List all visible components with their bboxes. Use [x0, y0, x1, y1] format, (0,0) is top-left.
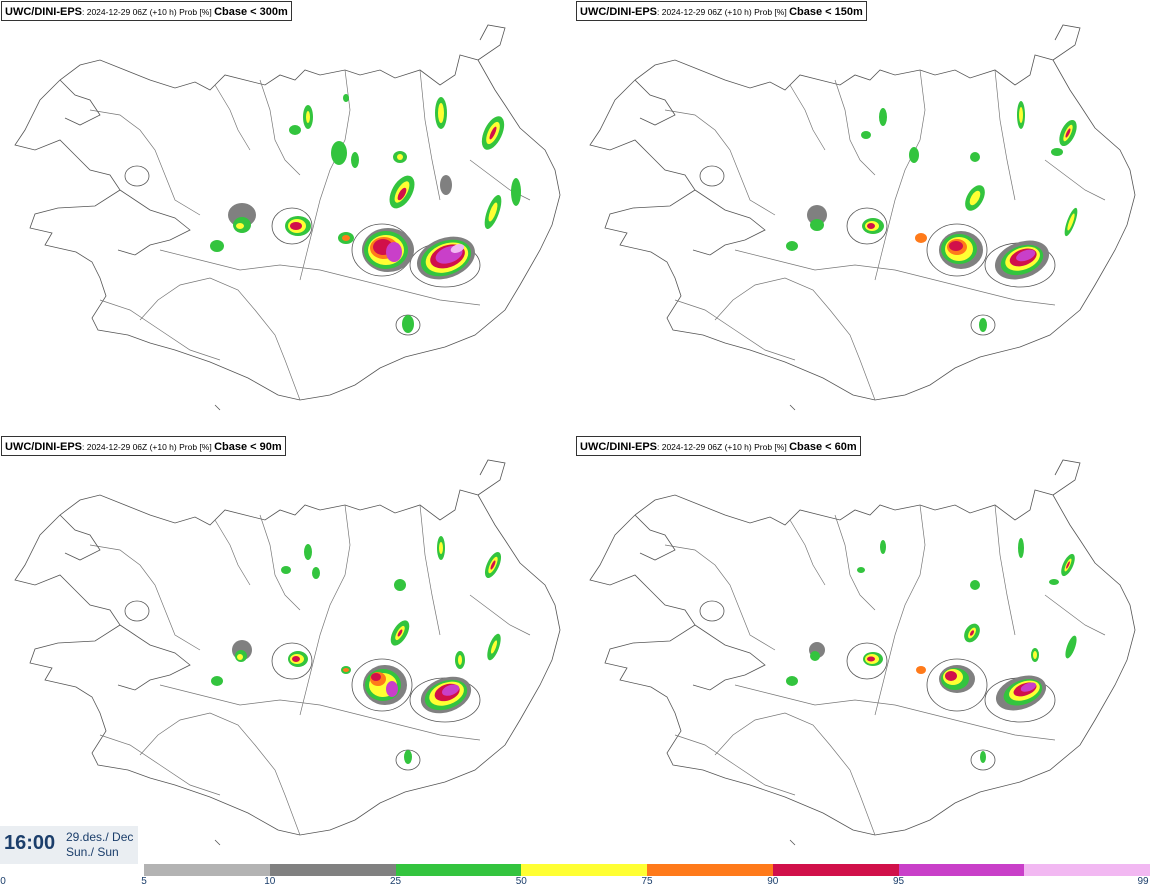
- run-info: : 2024-12-29 06Z (+10 h) Prob [%]: [82, 442, 215, 452]
- valid-date: 29.des./ Dec Sun./ Sun: [66, 830, 133, 860]
- colorbar-label: 25: [389, 876, 402, 887]
- model-name: UWC/DINI-EPS: [580, 6, 657, 18]
- iceland-map: [589, 24, 1150, 411]
- colorbar-segment: [1024, 864, 1150, 876]
- map-panel-150m: UWC/DINI-EPS: 2024-12-29 06Z (+10 h) Pro…: [575, 0, 1150, 435]
- colorbar-segment: [647, 864, 773, 876]
- colorbar-segment: [269, 864, 396, 876]
- colorbar-segment: [898, 864, 1025, 876]
- colorbar-label: 99: [1137, 876, 1149, 887]
- colorbar-segment: [772, 864, 899, 876]
- date-line-1: 29.des./ Dec: [66, 830, 134, 844]
- parameter: Cbase < 150m: [789, 6, 863, 18]
- panel-title: UWC/DINI-EPS: 2024-12-29 06Z (+10 h) Pro…: [576, 436, 861, 456]
- colorbar-label: 90: [767, 876, 779, 887]
- valid-time: 16:00: [4, 832, 56, 854]
- map-panel-60m: UWC/DINI-EPS: 2024-12-29 06Z (+10 h) Pro…: [575, 435, 1150, 870]
- colorbar-label: 75: [641, 876, 653, 887]
- map-panel-300m: UWC/DINI-EPS: 2024-12-29 06Z (+10 h) Pro…: [0, 0, 575, 435]
- model-name: UWC/DINI-EPS: [5, 6, 82, 18]
- prob-blobs: [211, 536, 502, 764]
- panel-title: UWC/DINI-EPS: 2024-12-29 06Z (+10 h) Pro…: [1, 436, 286, 456]
- iceland-map: [14, 459, 575, 846]
- run-info: : 2024-12-29 06Z (+10 h) Prob [%]: [657, 7, 790, 17]
- panel-title: UWC/DINI-EPS: 2024-12-29 06Z (+10 h) Pro…: [576, 1, 867, 21]
- colorbar-segment: [395, 864, 522, 876]
- panel-title: UWC/DINI-EPS: 2024-12-29 06Z (+10 h) Pro…: [1, 1, 292, 21]
- valid-time-box: 16:00 29.des./ Dec Sun./ Sun: [0, 826, 138, 864]
- colorbar-labels: 0 5 10 25 50 75 90 95 99: [0, 876, 1150, 890]
- colorbar-segment: [144, 864, 270, 876]
- prob-blobs: [786, 101, 1078, 332]
- prob-blobs: [210, 94, 521, 333]
- run-info: : 2024-12-29 06Z (+10 h) Prob [%]: [82, 7, 215, 17]
- colorbar-label: 5: [141, 876, 147, 887]
- model-name: UWC/DINI-EPS: [580, 441, 657, 453]
- run-info: : 2024-12-29 06Z (+10 h) Prob [%]: [657, 442, 790, 452]
- iceland-map: [589, 459, 1150, 846]
- model-name: UWC/DINI-EPS: [5, 441, 82, 453]
- parameter: Cbase < 300m: [214, 6, 288, 18]
- colorbar-segment: [521, 864, 647, 876]
- parameter: Cbase < 90m: [214, 441, 282, 453]
- probability-colorbar: [144, 864, 1150, 876]
- colorbar-label: 95: [892, 876, 905, 887]
- colorbar-label: 0: [0, 876, 6, 887]
- parameter: Cbase < 60m: [789, 441, 857, 453]
- colorbar-label: 10: [264, 876, 276, 887]
- colorbar-label: 50: [515, 876, 527, 887]
- date-line-2: Sun./ Sun: [66, 845, 119, 859]
- iceland-map: [14, 24, 575, 411]
- prob-blobs: [786, 538, 1077, 763]
- map-panel-90m: UWC/DINI-EPS: 2024-12-29 06Z (+10 h) Pro…: [0, 435, 575, 870]
